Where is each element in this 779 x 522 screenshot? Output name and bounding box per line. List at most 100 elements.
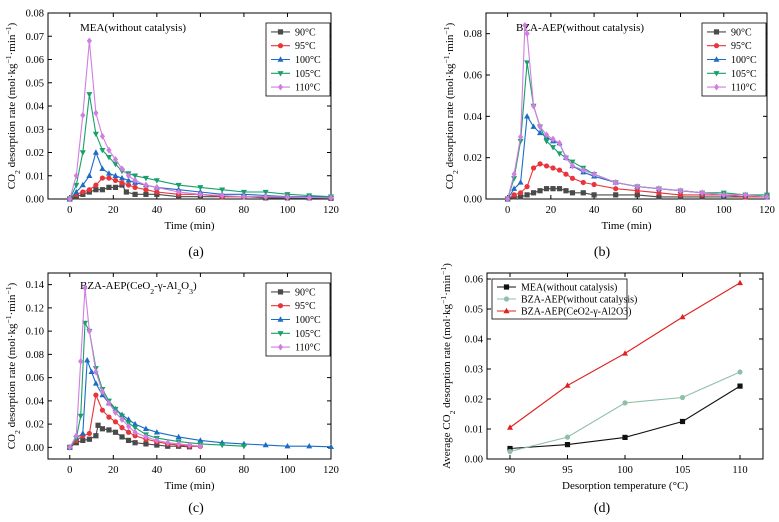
x-axis-label: Desorption temperature (°C) xyxy=(562,480,688,492)
legend-marker xyxy=(713,56,720,62)
data-point xyxy=(524,192,530,198)
data-point xyxy=(679,394,686,401)
data-point xyxy=(125,429,132,435)
data-point xyxy=(79,150,86,156)
data-point xyxy=(92,380,99,386)
x-tick-label: 100 xyxy=(280,205,296,216)
data-point xyxy=(219,187,226,193)
legend: 90°C 95°C 100°C 105°C 110°C xyxy=(265,22,331,97)
y-tick-label: 0.04 xyxy=(26,396,45,407)
data-point xyxy=(284,443,291,449)
y-axis-label: CO2 desorption rate (mol·kg−1·min−1) xyxy=(442,22,460,189)
data-point xyxy=(622,400,628,406)
data-point xyxy=(677,192,684,198)
data-point xyxy=(78,357,84,365)
data-point xyxy=(563,171,569,177)
data-point xyxy=(119,425,125,431)
data-point xyxy=(92,149,99,155)
chart-title: MEA(without catalysis) xyxy=(80,22,186,34)
data-point xyxy=(106,184,112,190)
data-point xyxy=(507,424,513,430)
data-point xyxy=(86,92,93,98)
data-point xyxy=(73,182,80,189)
data-point xyxy=(656,185,662,193)
data-point xyxy=(564,442,571,448)
x-axis-label: Time (min) xyxy=(164,220,214,232)
data-point xyxy=(591,170,597,178)
legend-label: 110°C xyxy=(295,343,321,354)
data-point xyxy=(591,181,597,188)
data-point xyxy=(95,422,101,428)
legend-marker xyxy=(277,289,284,295)
data-point xyxy=(306,194,312,202)
legend-marker xyxy=(277,316,284,322)
data-point xyxy=(284,193,291,201)
data-point xyxy=(99,132,106,140)
y-axis-label: CO2 desorption rate (mol·kg−1·min−1) xyxy=(4,22,22,189)
data-point xyxy=(556,167,563,173)
data-point xyxy=(106,427,112,433)
y-tick-label: 0.04 xyxy=(26,102,45,113)
data-point xyxy=(86,37,92,45)
y-axis-label: Average CO2 desorption rate (mol·kg−1·mi… xyxy=(439,263,457,469)
data-point xyxy=(543,163,550,169)
data-point xyxy=(132,184,138,190)
legend-label: BZA-AEP(CeO2-γ-Al2O3) xyxy=(521,307,632,318)
data-point xyxy=(524,30,530,38)
data-point xyxy=(197,442,203,450)
y-tick-label: 0.06 xyxy=(26,55,44,66)
data-point xyxy=(86,187,92,193)
data-point xyxy=(176,188,182,196)
data-point xyxy=(106,399,112,407)
y-tick-label: 0.05 xyxy=(26,78,44,89)
x-tick-label: 60 xyxy=(195,205,206,216)
data-point xyxy=(132,191,138,197)
data-point xyxy=(80,189,86,195)
data-point xyxy=(79,430,86,436)
series-line-100°C xyxy=(69,360,332,448)
legend-marker xyxy=(503,284,510,290)
data-point xyxy=(165,439,171,447)
data-point xyxy=(543,131,550,139)
legend-label: 110°C xyxy=(731,83,757,94)
data-point xyxy=(123,189,129,195)
x-tick-label: 20 xyxy=(108,205,119,216)
data-point xyxy=(143,181,149,189)
data-point xyxy=(175,433,182,440)
data-point xyxy=(154,437,160,444)
data-point xyxy=(537,123,543,131)
data-point xyxy=(154,442,160,448)
data-point xyxy=(99,407,106,413)
data-point xyxy=(154,189,160,195)
data-point xyxy=(93,109,99,117)
x-tick-label: 120 xyxy=(323,465,339,476)
y-axis-label: CO2 desorption rate (mol·kg−1·min−1) xyxy=(4,282,22,449)
y-tick-label: 0.04 xyxy=(464,112,483,123)
data-point xyxy=(550,145,557,151)
legend-label: BZA-AEP(without catalysis) xyxy=(521,295,637,306)
data-point xyxy=(613,192,619,198)
data-point xyxy=(197,190,203,198)
data-point xyxy=(517,179,524,185)
x-tick-label: 90 xyxy=(505,465,516,476)
data-point xyxy=(143,187,149,193)
data-point xyxy=(530,165,537,171)
x-tick-label: 110 xyxy=(732,465,747,476)
data-point xyxy=(106,146,112,154)
data-point xyxy=(537,161,543,167)
y-tick-label: 0.12 xyxy=(26,303,44,314)
data-point xyxy=(613,179,619,186)
y-tick-label: 0.04 xyxy=(465,335,484,346)
data-point xyxy=(132,428,138,436)
data-point xyxy=(240,189,247,196)
data-point xyxy=(112,419,119,425)
y-tick-label: 0.07 xyxy=(26,32,44,43)
data-point xyxy=(677,187,684,195)
data-point xyxy=(84,356,91,363)
data-point xyxy=(143,441,149,447)
y-tick-label: 0.06 xyxy=(465,275,483,286)
y-tick-label: 0.10 xyxy=(26,327,44,338)
data-point xyxy=(132,173,139,179)
data-point xyxy=(93,392,99,398)
